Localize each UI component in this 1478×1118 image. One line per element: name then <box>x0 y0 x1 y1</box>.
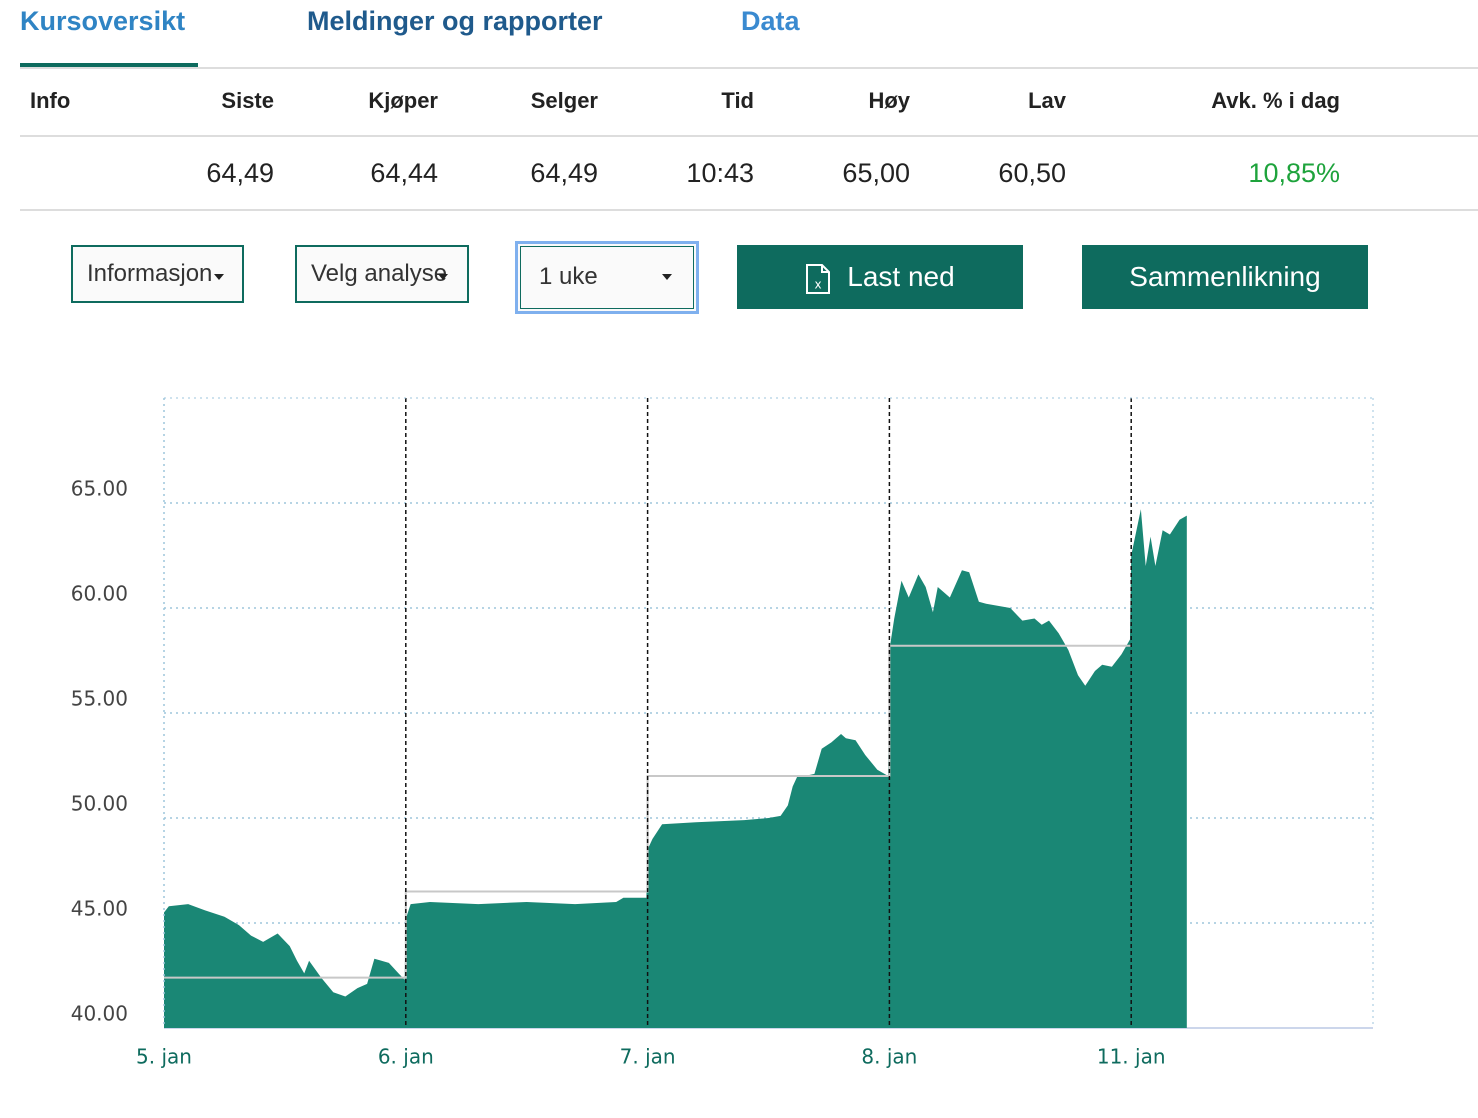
y-tick-label: 45.00 <box>71 897 128 921</box>
y-tick-label: 50.00 <box>71 792 128 816</box>
x-tick-label: 6. jan <box>378 1045 434 1069</box>
tab[interactable]: Meldinger og rapporter <box>307 6 603 36</box>
x-tick-label: 7. jan <box>620 1045 676 1069</box>
button-label: Sammenlikning <box>1129 261 1321 292</box>
caret <box>214 274 224 280</box>
cell: 64,49 <box>206 158 274 188</box>
caret <box>662 274 672 280</box>
button-label: Last ned <box>847 261 955 292</box>
row-rule <box>20 135 1478 137</box>
button[interactable]: x Last ned <box>737 245 1023 309</box>
select-label: 1 uke <box>539 263 598 290</box>
marks <box>164 509 1187 1028</box>
active-tab-indicator <box>20 63 198 67</box>
column-header: Lav <box>1028 88 1066 113</box>
cell: 64,44 <box>370 158 438 188</box>
y-tick-label: 60.00 <box>71 582 128 606</box>
caret <box>438 274 448 280</box>
tab[interactable]: Data <box>741 6 800 36</box>
y-tick-label: 55.00 <box>71 687 128 711</box>
cell: 10:43 <box>686 158 754 188</box>
x-tick-label: 5. jan <box>136 1045 192 1069</box>
column-header: Siste <box>221 88 274 113</box>
cell: 64,49 <box>530 158 598 188</box>
row-rule <box>20 209 1478 211</box>
button[interactable]: Sammenlikning <box>1082 245 1368 309</box>
select-label: Informasjon <box>87 260 213 287</box>
column-header: Høy <box>868 88 910 113</box>
tab-rule <box>20 67 1478 69</box>
price-area <box>164 509 1187 1028</box>
column-header: Info <box>30 88 71 113</box>
column-header: Selger <box>530 88 598 113</box>
column-header: Avk. % i dag <box>1211 88 1340 113</box>
select[interactable]: Informasjon <box>71 245 244 303</box>
y-tick-label: 40.00 <box>71 1002 128 1026</box>
tab[interactable]: Kursoversikt <box>20 6 186 36</box>
x-tick-label: 8. jan <box>861 1045 917 1069</box>
cell: 60,50 <box>998 158 1066 188</box>
cell: 65,00 <box>842 158 910 188</box>
select-label: Velg analyse <box>311 260 448 287</box>
column-header: Tid <box>721 88 754 113</box>
svg-text:x: x <box>815 277 822 291</box>
cell: 10,85% <box>1248 158 1340 188</box>
column-header: Kjøper <box>368 88 438 113</box>
x-tick-label: 11. jan <box>1097 1045 1166 1069</box>
y-tick-label: 65.00 <box>71 477 128 501</box>
excel-icon: x <box>806 263 831 294</box>
